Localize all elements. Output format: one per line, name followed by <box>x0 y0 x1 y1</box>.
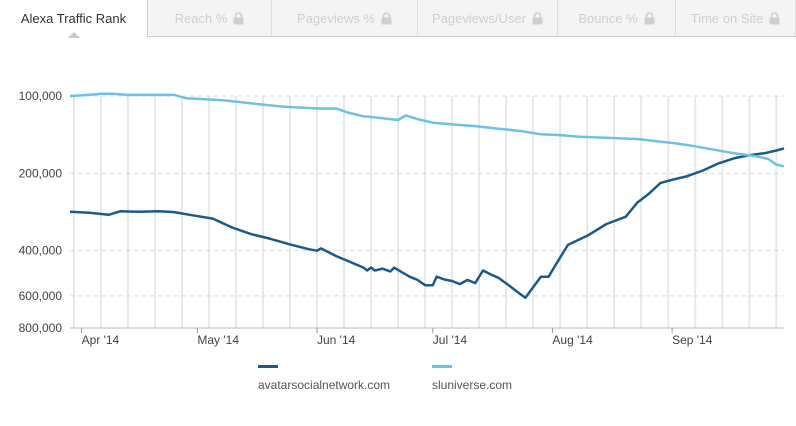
x-tick-label: Apr '14 <box>82 333 120 347</box>
y-tick-label: 600,000 <box>19 289 63 303</box>
legend-swatch-1 <box>432 365 452 368</box>
tab-3[interactable]: Pageviews/User <box>418 0 558 36</box>
legend-item-1[interactable]: sluniverse.com <box>432 365 512 405</box>
x-tick-label: May '14 <box>197 333 239 347</box>
tab-label: Pageviews/User <box>432 10 526 26</box>
tab-label: Bounce % <box>578 10 638 26</box>
x-tick-label: Jun '14 <box>317 333 356 347</box>
tab-label: Time on Site <box>690 10 764 26</box>
lock-icon <box>644 11 655 24</box>
legend-label-1: sluniverse.com <box>432 378 513 392</box>
y-tick-label: 400,000 <box>19 244 63 258</box>
lock-icon <box>381 11 392 24</box>
lock-icon <box>233 11 244 24</box>
chart-svg: 100,000 200,000 400,000 600,000 800,000 Apr '… <box>19 89 785 347</box>
y-tick-label: 100,000 <box>19 89 63 103</box>
legend-swatch-0 <box>258 365 278 368</box>
tab-4[interactable]: Bounce % <box>558 0 676 36</box>
tab-label: Pageviews % <box>296 10 376 26</box>
x-tick-label: Sep '14 <box>672 333 713 347</box>
tab-2[interactable]: Pageviews % <box>272 0 418 36</box>
series-line-0 <box>69 147 785 299</box>
lock-icon <box>769 11 780 24</box>
x-tick-label: Aug '14 <box>552 333 593 347</box>
y-tick-label: 800,000 <box>19 321 63 335</box>
lock-icon <box>532 11 543 24</box>
tab-5[interactable]: Time on Site <box>676 0 796 36</box>
tab-0[interactable]: Alexa Traffic Rank <box>0 0 148 38</box>
tab-1[interactable]: Reach % <box>148 0 272 36</box>
legend-label-0: avatarsocialnetwork.com <box>258 378 391 392</box>
tab-label: Reach % <box>174 10 228 26</box>
x-tick-label: Jul '14 <box>433 333 468 347</box>
y-tick-label: 200,000 <box>19 166 63 180</box>
traffic-rank-chart: 100,000 200,000 400,000 600,000 800,000 Apr '… <box>0 36 796 421</box>
series-line-1 <box>69 92 785 168</box>
legend-item-0[interactable]: avatarsocialnetwork.com <box>258 365 390 405</box>
metric-tab-bar: Alexa Traffic Rank Reach % Pageviews % Page… <box>0 0 796 38</box>
tab-label: Alexa Traffic Rank <box>20 11 127 26</box>
